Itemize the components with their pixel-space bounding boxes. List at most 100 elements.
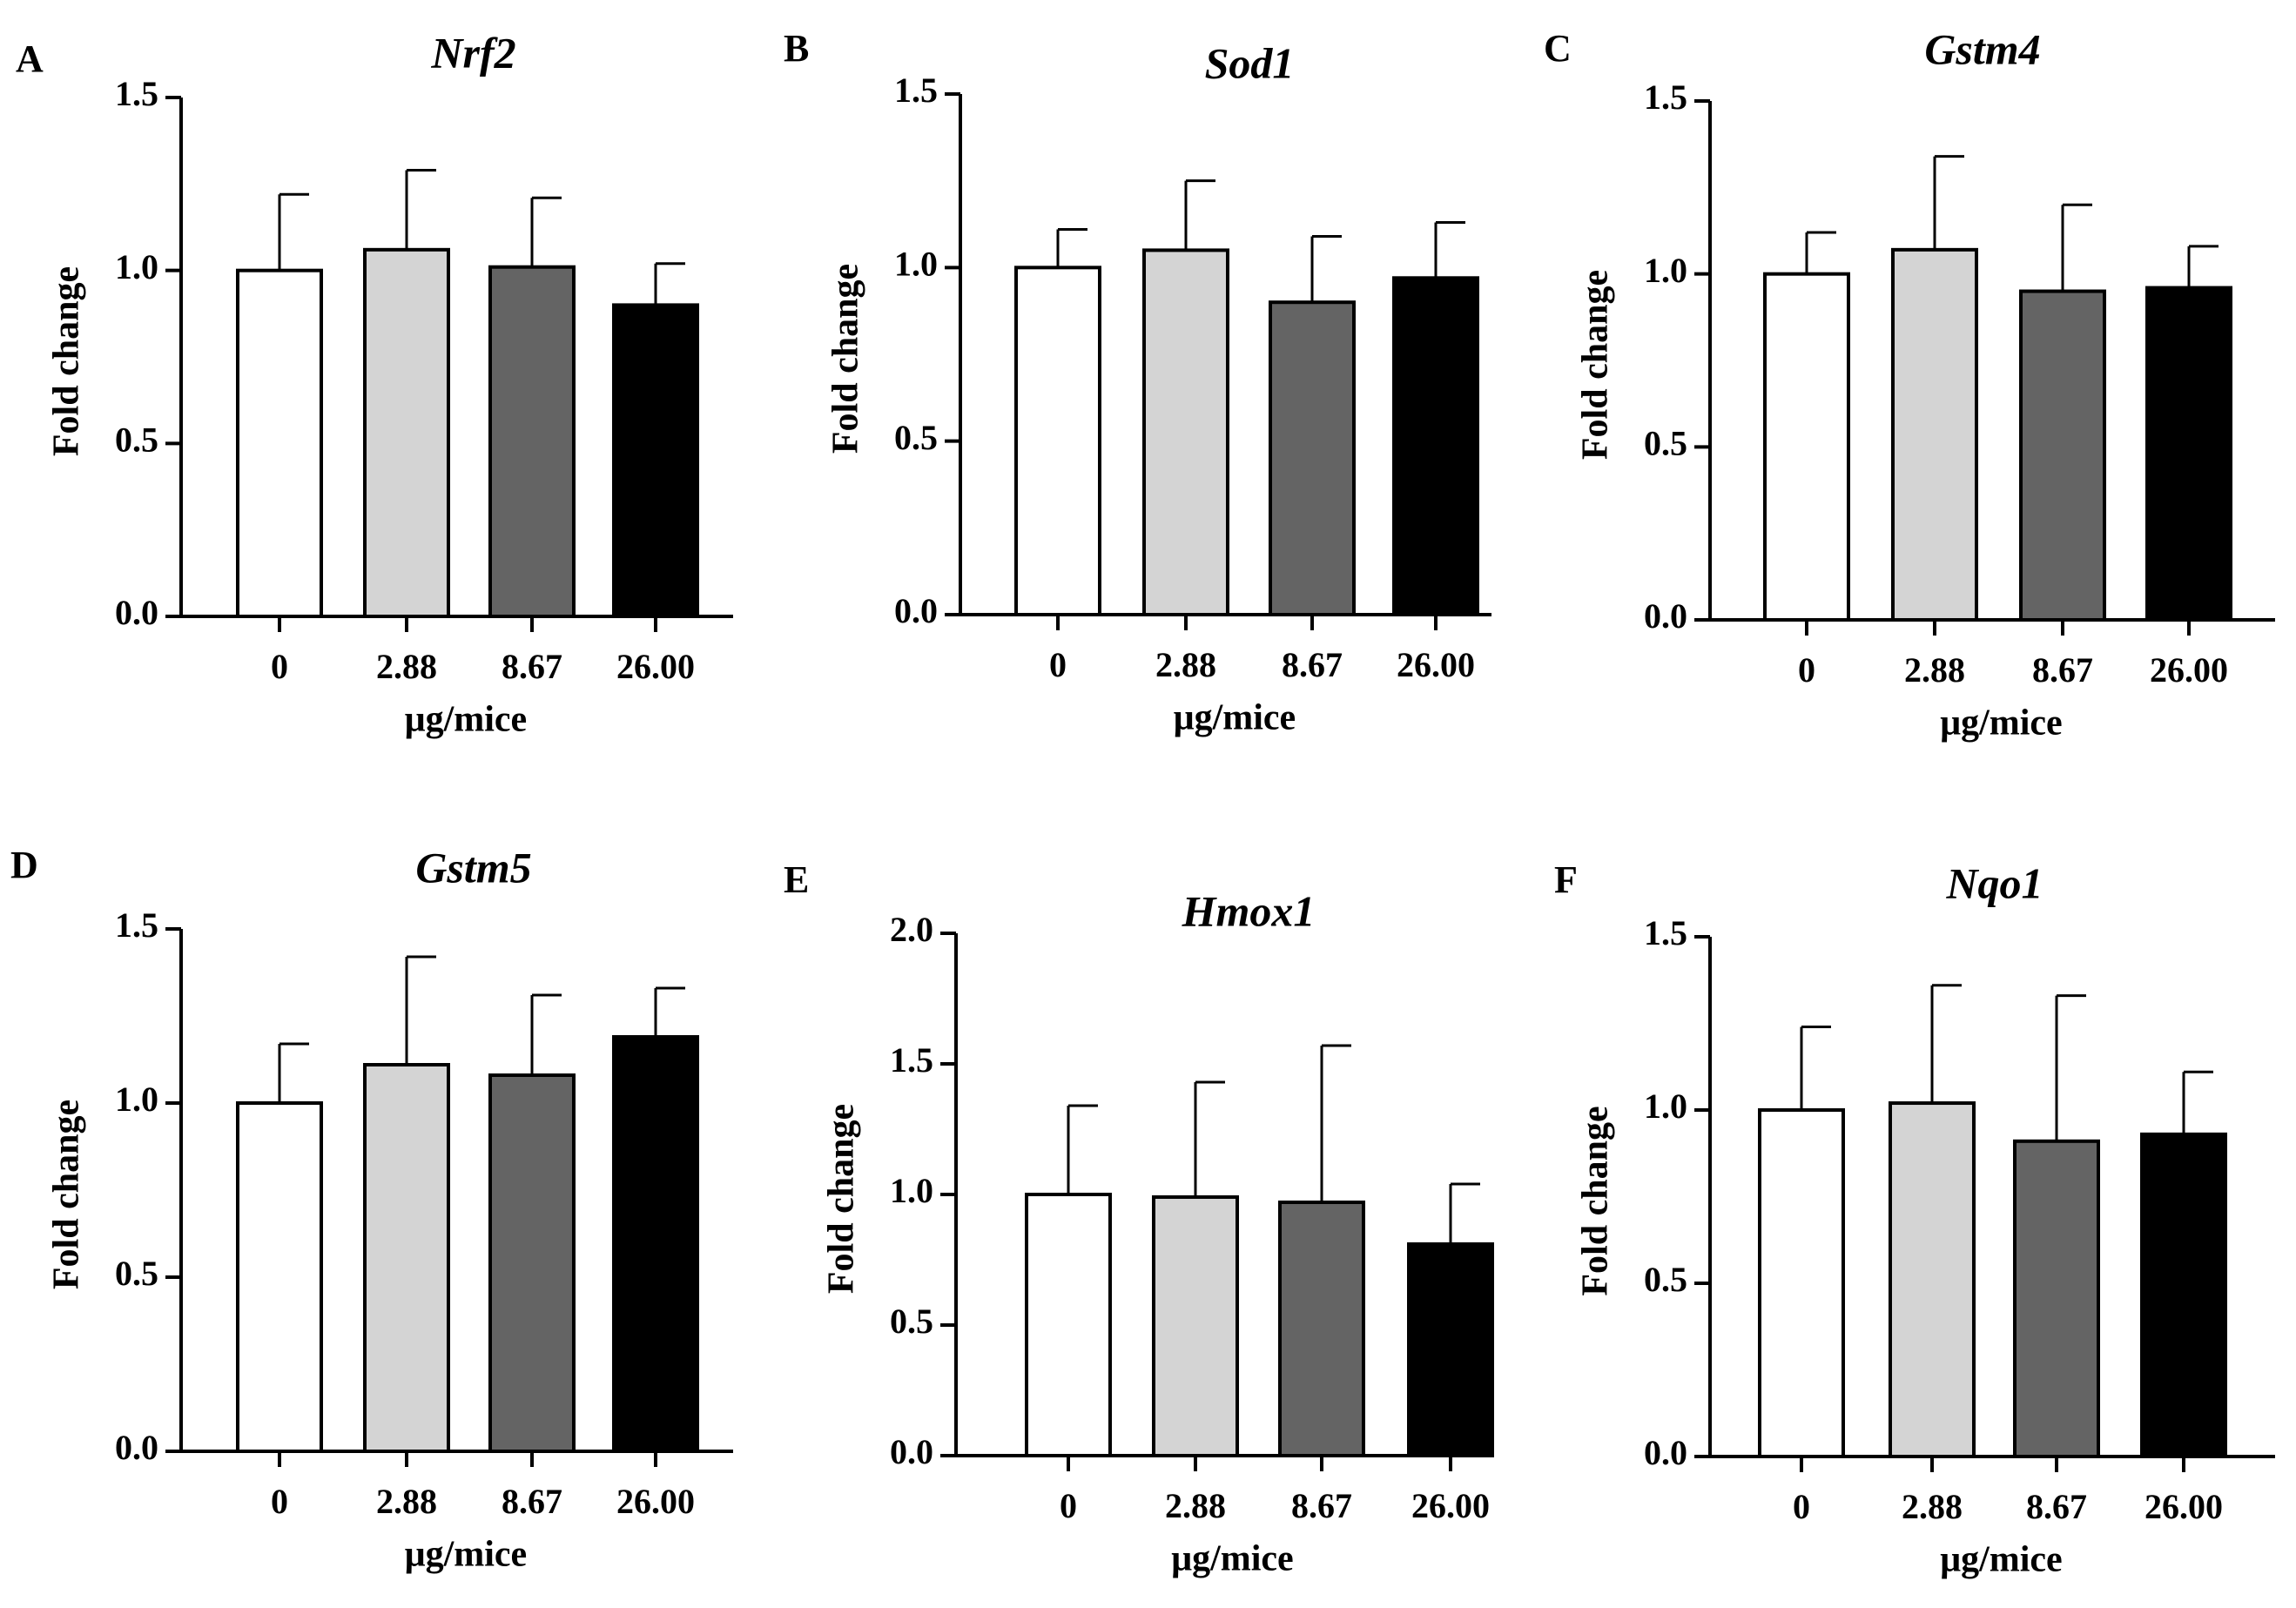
- bar-2.88: [1891, 247, 1978, 622]
- panel-letter: D: [10, 844, 38, 886]
- x-axis-label: μg/mice: [405, 700, 527, 740]
- x-tick-label: 26.00: [1411, 1486, 1490, 1525]
- panel-letter: C: [1544, 27, 1572, 70]
- chart-title: Nrf2: [430, 28, 515, 77]
- bar-0: [1025, 1193, 1112, 1457]
- x-tick-label: 26.00: [2150, 650, 2228, 690]
- chart-title: Sod1: [1205, 38, 1295, 87]
- y-tick-label: 1.0: [115, 247, 158, 286]
- panel-letter: A: [16, 37, 44, 80]
- bar-0: [1014, 266, 1101, 616]
- y-tick-label: 0.0: [894, 591, 938, 630]
- bar-8.67: [2019, 289, 2106, 622]
- x-tick-label: 8.67: [2032, 650, 2093, 690]
- bar-26.00: [612, 1035, 699, 1453]
- chart-title: Hmox1: [1182, 886, 1316, 935]
- bar-26.00: [612, 303, 699, 618]
- y-tick-label: 1.5: [894, 71, 938, 110]
- x-tick-label: 8.67: [502, 1482, 562, 1521]
- y-tick-label: 1.0: [894, 245, 938, 284]
- y-axis-label: Fold change: [1576, 270, 1616, 460]
- x-tick-label: 2.88: [376, 647, 437, 686]
- bar-8.67: [1269, 300, 1356, 616]
- panel-e: E Hmox1 0.0 0.5 1.0 1.5 2.0 0 2.88 8.67 26.00 μg/mi…: [784, 858, 1494, 1579]
- chart-title: Nqo1: [1945, 858, 2043, 907]
- y-tick-label: 1.0: [115, 1080, 158, 1119]
- y-tick-label: 1.5: [1644, 913, 1687, 952]
- bar-8.67: [1278, 1201, 1365, 1457]
- y-axis-label: Fold change: [47, 266, 87, 456]
- bar-8.67: [488, 1073, 576, 1453]
- bar-2.88: [1889, 1101, 1976, 1459]
- x-axis-label: μg/mice: [405, 1535, 527, 1575]
- y-axis-label: Fold change: [822, 1104, 862, 1294]
- y-tick-label: 0.0: [890, 1432, 933, 1471]
- x-tick-label: 8.67: [1282, 645, 1343, 684]
- bar-8.67: [488, 265, 576, 618]
- y-tick-label: 0.5: [115, 1254, 158, 1293]
- bar-26.00: [2145, 286, 2232, 622]
- panel-letter: E: [784, 858, 809, 901]
- bar-26.00: [1392, 276, 1479, 616]
- x-tick-label: 2.88: [376, 1482, 437, 1521]
- y-tick-label: 0.5: [894, 418, 938, 457]
- x-tick-label: 2.88: [1165, 1486, 1226, 1525]
- panel-f: F Nqo1 0.0 0.5 1.0 1.5 0 2.88 8.67 26.00 μg/mice Fo…: [1554, 858, 2275, 1580]
- x-tick-label: 0: [1060, 1486, 1077, 1525]
- bar-0: [236, 1101, 323, 1453]
- bar-2.88: [1142, 248, 1229, 616]
- y-tick-label: 1.5: [115, 74, 158, 113]
- panel-letter: F: [1554, 858, 1578, 901]
- x-tick-label: 2.88: [1902, 1487, 1963, 1526]
- y-axis-label: Fold change: [1576, 1106, 1616, 1295]
- y-tick-label: 1.0: [1644, 1087, 1687, 1126]
- x-axis-label: μg/mice: [1940, 703, 2062, 743]
- y-tick-label: 0.5: [1644, 1260, 1687, 1299]
- y-tick-label: 0.0: [1644, 596, 1687, 636]
- x-tick-label: 8.67: [502, 647, 562, 686]
- y-tick-label: 0.0: [1644, 1433, 1687, 1472]
- panel-a: A Nrf2 0.0 0.5 1.0 1.5 0 2.88 8.67 26.00 μg/mice Fo…: [16, 28, 733, 740]
- x-tick-label: 26.00: [616, 647, 695, 686]
- bar-0: [236, 268, 323, 618]
- x-tick-label: 26.00: [616, 1482, 695, 1521]
- bar-8.67: [2013, 1139, 2100, 1458]
- y-tick-label: 2.0: [890, 910, 933, 949]
- x-tick-label: 8.67: [1291, 1486, 1352, 1525]
- bar-0: [1758, 1108, 1845, 1458]
- bar-26.00: [1407, 1242, 1494, 1457]
- chart-title: Gstm5: [415, 843, 531, 891]
- panel-letter: B: [784, 27, 809, 70]
- y-tick-label: 0.5: [115, 421, 158, 460]
- x-tick-label: 0: [271, 647, 288, 686]
- x-tick-label: 2.88: [1155, 645, 1216, 684]
- x-tick-label: 2.88: [1904, 650, 1965, 690]
- bar-2.88: [363, 247, 450, 618]
- y-tick-label: 1.0: [890, 1171, 933, 1210]
- y-axis-label: Fold change: [47, 1100, 87, 1289]
- y-tick-label: 1.5: [115, 905, 158, 945]
- x-tick-label: 26.00: [2145, 1487, 2223, 1526]
- y-tick-label: 0.0: [115, 1428, 158, 1467]
- x-tick-label: 0: [1049, 645, 1067, 684]
- x-tick-label: 0: [271, 1482, 288, 1521]
- x-tick-label: 0: [1793, 1487, 1810, 1526]
- bar-2.88: [1152, 1195, 1239, 1457]
- y-tick-label: 0.5: [890, 1302, 933, 1341]
- x-tick-label: 0: [1798, 650, 1815, 690]
- x-tick-label: 26.00: [1397, 645, 1475, 684]
- bar-2.88: [363, 1063, 450, 1453]
- x-axis-label: μg/mice: [1171, 1539, 1293, 1579]
- y-axis-label: Fold change: [826, 264, 866, 454]
- y-tick-label: 0.5: [1644, 424, 1687, 463]
- panel-d: D Gstm5 0.0 0.5 1.0 1.5 0 2.88 8.67 26.00 μg/mice F…: [10, 843, 733, 1575]
- x-axis-label: μg/mice: [1174, 698, 1296, 738]
- y-tick-label: 1.0: [1644, 251, 1687, 290]
- chart-title: Gstm4: [1924, 24, 2040, 73]
- bar-0: [1763, 272, 1850, 622]
- panel-b: B Sod1 0.0 0.5 1.0 1.5 0 2.88 8.67 26.00 μg/mice Fo…: [784, 27, 1491, 738]
- x-tick-label: 8.67: [2026, 1487, 2087, 1526]
- x-axis-label: μg/mice: [1940, 1540, 2062, 1580]
- panel-c: C Gstm4 0.0 0.5 1.0 1.5 0 2.88 8.67 26.00 μg/mice F…: [1544, 24, 2275, 743]
